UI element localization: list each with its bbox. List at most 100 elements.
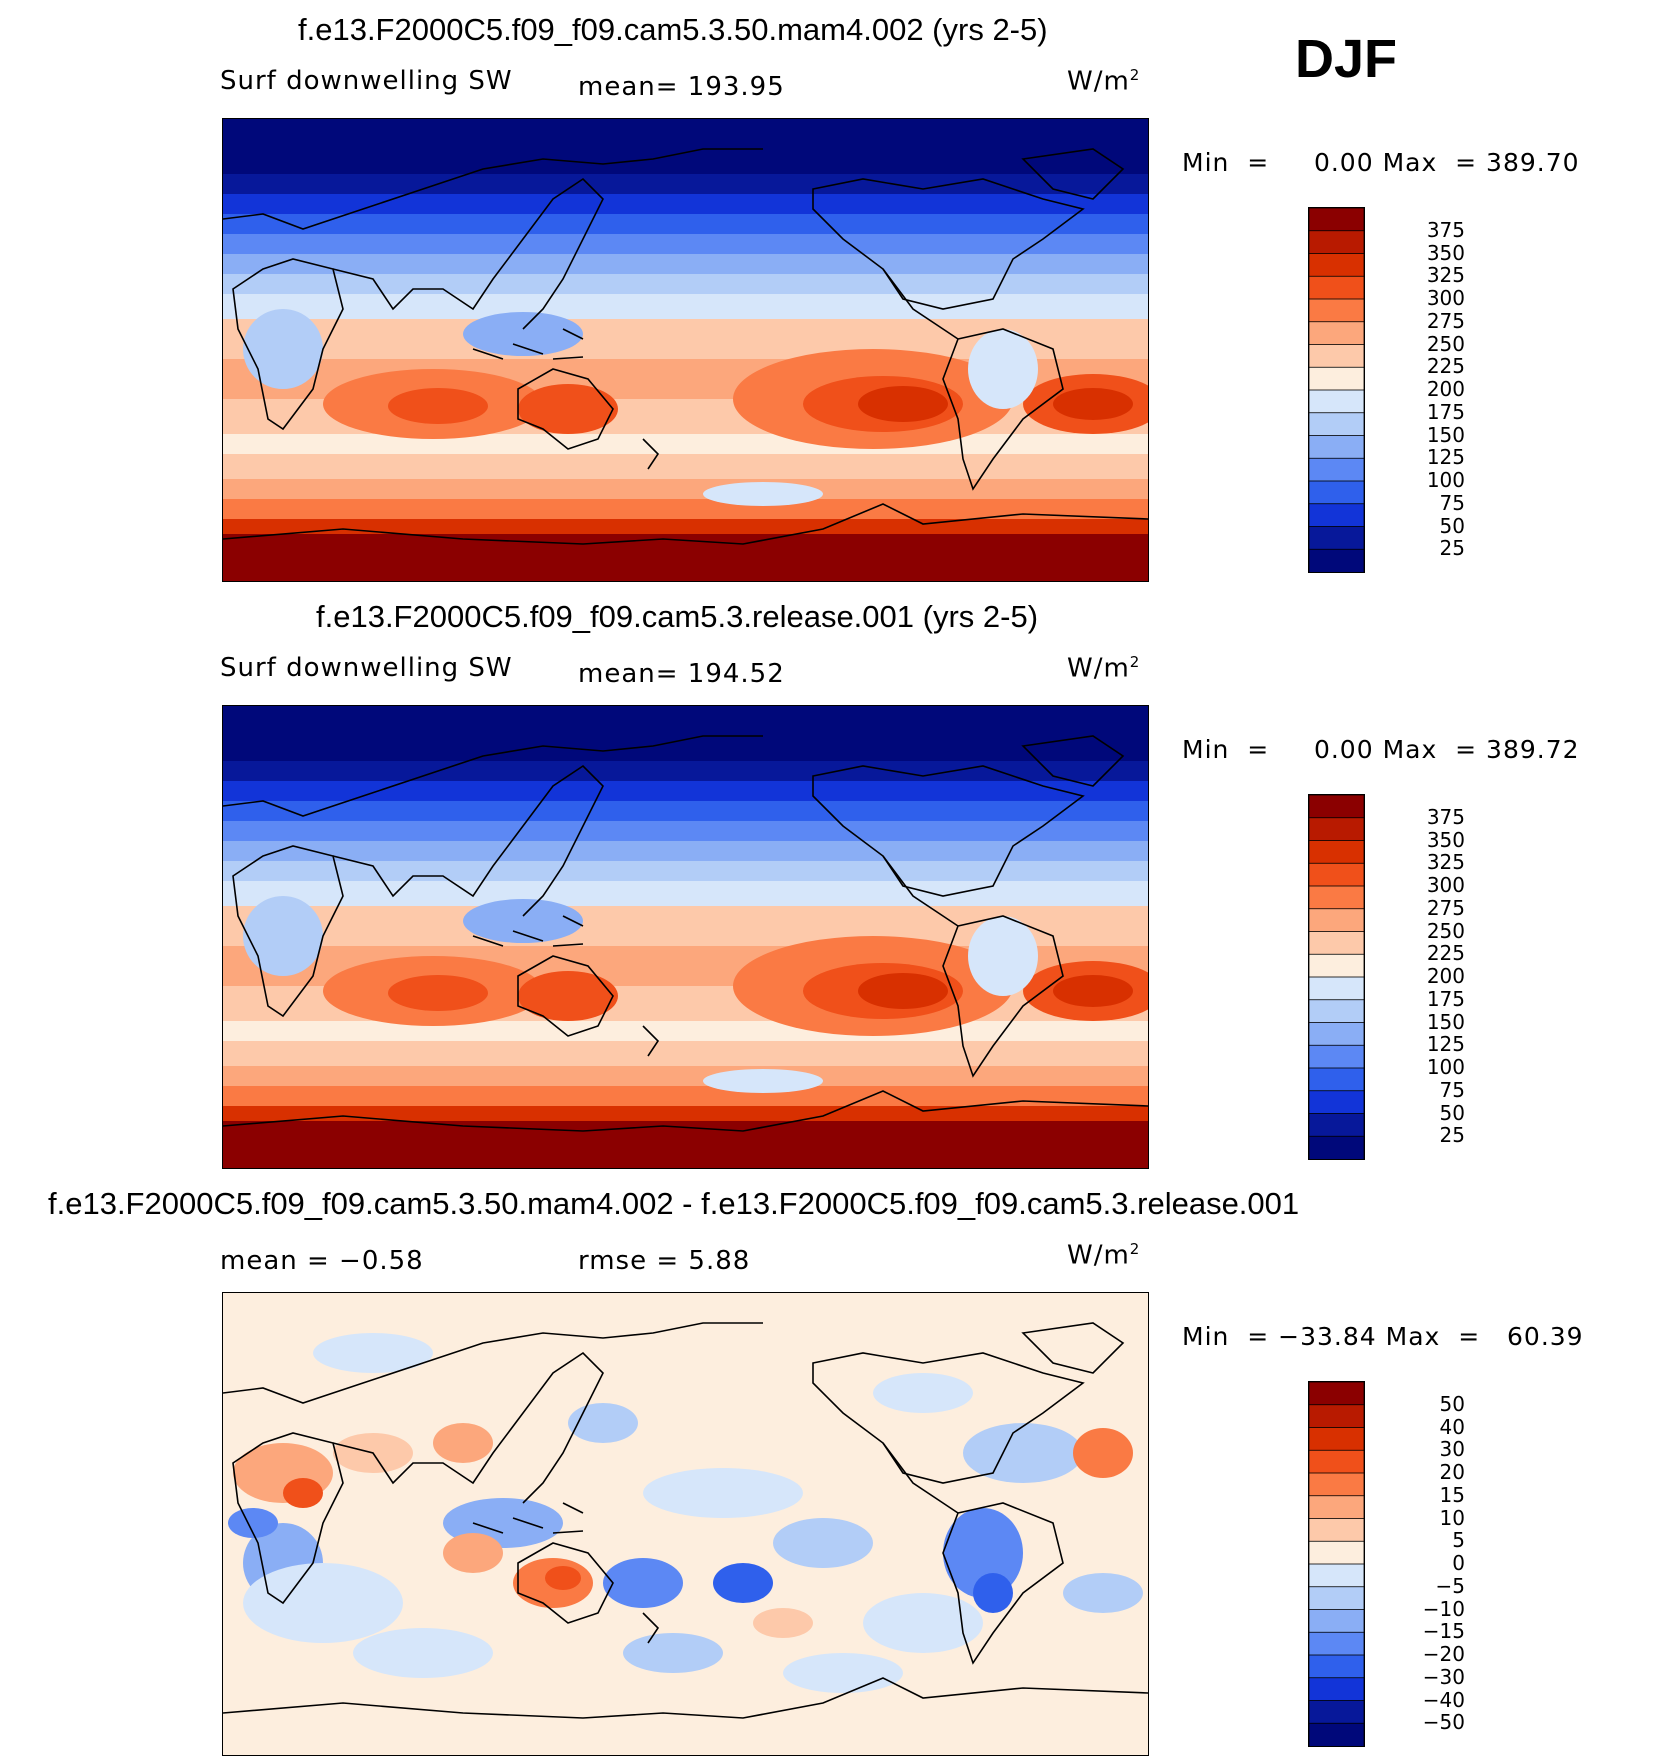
panel-3-colorbar-tick-label: 5 — [1452, 1528, 1465, 1553]
coastline — [223, 1677, 1148, 1719]
panel-3-colorbar — [1308, 1381, 1365, 1747]
panel-1-colorbar-swatch — [1309, 298, 1364, 323]
panel-1-colorbar-swatch — [1309, 503, 1364, 528]
panel-1-field-blob — [463, 312, 583, 356]
panel-3-colorbar-tick-label: 0 — [1452, 1551, 1465, 1575]
panel-3-colorbar-swatch — [1309, 1722, 1364, 1746]
panel-1-colorbar-tick-label: 375 — [1426, 217, 1465, 242]
coastline — [812, 765, 1085, 897]
panel-3-colorbar-tick-label: −30 — [1422, 1664, 1465, 1689]
panel-2-colorbar — [1308, 794, 1365, 1160]
coastline — [232, 845, 344, 1018]
coastline — [223, 735, 763, 817]
panel-3-colorbar-swatch — [1309, 1449, 1364, 1474]
panel-3-colorbar-swatch — [1309, 1495, 1364, 1520]
panel-2-field-blob — [463, 899, 583, 943]
coastline — [232, 258, 344, 431]
panel-3-minmax: Min = −33.84 Max = 60.39 — [1182, 1322, 1584, 1351]
panel-3-field-blob — [243, 1563, 403, 1643]
panel-3-colorbar-tick-label: −50 — [1422, 1710, 1465, 1735]
panel-2-field-blob — [703, 1069, 823, 1093]
coastline — [882, 268, 959, 340]
panel-1-max-value: 389.70 — [1486, 148, 1580, 177]
panel-1-field-band — [223, 214, 1148, 234]
panel-2-colorbar-tick-label: 200 — [1426, 964, 1465, 988]
panel-1-variable: Surf downwelling SW — [220, 66, 513, 96]
panel-1-min-label: Min = — [1182, 148, 1270, 177]
panel-1-field — [223, 119, 1148, 581]
panel-2-colorbar-tick-label: 275 — [1426, 895, 1465, 920]
coastline — [332, 1351, 604, 1504]
panel-3-colorbar-tick-label: −5 — [1435, 1573, 1465, 1598]
panel-3-title: f.e13.F2000C5.f09_f09.cam5.3.50.mam4.002… — [48, 1186, 1300, 1221]
panel-1-colorbar-swatch — [1309, 526, 1364, 551]
panel-2-colorbar-tick-label: 25 — [1439, 1123, 1465, 1148]
coastline — [812, 178, 1085, 310]
panel-3-min-value: −33.84 — [1278, 1322, 1377, 1351]
panel-3-field-blob — [643, 1468, 803, 1518]
panel-3-field-blob — [443, 1533, 503, 1573]
panel-1-colorbar-swatch — [1309, 275, 1364, 300]
panel-3-units: W/m2 — [1067, 1240, 1141, 1271]
panel-1-field-blob — [388, 388, 488, 424]
panel-3-colorbar-swatch — [1309, 1654, 1364, 1679]
panel-3-field-blob — [623, 1633, 723, 1673]
panel-1-colorbar-tick-label: 275 — [1426, 308, 1465, 333]
panel-1-colorbar-swatch — [1309, 208, 1364, 232]
season-label: DJF — [1295, 29, 1398, 89]
panel-1-map — [222, 118, 1149, 582]
panel-1-colorbar-ticks: 375 350 325 300 275 250 225 200 175 150 125 100 75 50… — [1375, 207, 1465, 571]
panel-3-field-blob — [283, 1478, 323, 1508]
coastline — [472, 328, 584, 360]
coastline — [1021, 148, 1125, 200]
panel-1-field-blob — [243, 309, 323, 389]
panel-3-colorbar-tick-label: 30 — [1439, 1437, 1465, 1462]
coastline — [472, 915, 584, 947]
panel-3-field — [223, 1293, 1148, 1755]
panel-2-colorbar-swatch — [1309, 817, 1364, 842]
coastline — [223, 503, 1148, 545]
panel-1-colorbar-tick-label: 350 — [1426, 240, 1465, 265]
panel-2-min-label: Min = — [1182, 735, 1270, 764]
panel-2-colorbar-swatch — [1309, 953, 1364, 978]
panel-1-field-band — [223, 174, 1148, 194]
panel-1-colorbar-tick-label: 150 — [1426, 422, 1465, 447]
panel-2-colorbar-tick-label: 150 — [1426, 1009, 1465, 1034]
panel-2-field-band — [223, 1086, 1148, 1106]
panel-1-colorbar-tick-label: 300 — [1426, 286, 1465, 310]
panel-2-colorbar-swatch — [1309, 1044, 1364, 1069]
panel-1-field-band — [223, 119, 1148, 174]
panel-2-colorbar-swatch — [1309, 795, 1364, 819]
panel-2-field — [223, 706, 1148, 1168]
panel-2-colorbar-tick-label: 300 — [1426, 873, 1465, 897]
coastline — [942, 915, 1064, 1078]
panel-2-max-label: Max = — [1382, 735, 1478, 764]
panel-1-field-band — [223, 534, 1148, 581]
panel-2-colorbar-tick-label: 100 — [1426, 1055, 1465, 1079]
panel-1-colorbar-swatch — [1309, 253, 1364, 278]
panel-3-colorbar-swatch — [1309, 1382, 1364, 1406]
coastline — [882, 855, 959, 927]
panel-2-colorbar-tick-label: 50 — [1439, 1100, 1465, 1125]
panel-3-colorbar-swatch — [1309, 1472, 1364, 1497]
panel-3-colorbar-tick-label: 15 — [1439, 1482, 1465, 1507]
panel-2-colorbar-swatch — [1309, 1113, 1364, 1138]
coastline — [223, 148, 763, 230]
panel-3-field-blob — [873, 1373, 973, 1413]
panel-2-field-band — [223, 881, 1148, 906]
panel-1-colorbar-tick-label: 250 — [1426, 331, 1465, 356]
panel-2-field-band — [223, 706, 1148, 761]
panel-1-minmax: Min = 0.00 Max = 389.70 — [1182, 148, 1580, 177]
panel-3-field-blob — [433, 1423, 493, 1463]
panel-1-colorbar-tick-label: 100 — [1426, 468, 1465, 492]
panel-1-field-blob — [1053, 388, 1133, 420]
panel-1-field-blob — [703, 482, 823, 506]
panel-1-units: W/m2 — [1067, 66, 1141, 97]
coastline — [223, 1090, 1148, 1132]
panel-1-field-blob — [858, 386, 948, 422]
panel-3-max-value: 60.39 — [1507, 1322, 1584, 1351]
panel-2-colorbar-swatch — [1309, 1067, 1364, 1092]
panel-2-colorbar-ticks: 375 350 325 300 275 250 225 200 175 150 125 100 75 50… — [1375, 794, 1465, 1158]
panel-1-colorbar-swatch — [1309, 344, 1364, 369]
panel-1-colorbar-tick-label: 125 — [1426, 445, 1465, 470]
